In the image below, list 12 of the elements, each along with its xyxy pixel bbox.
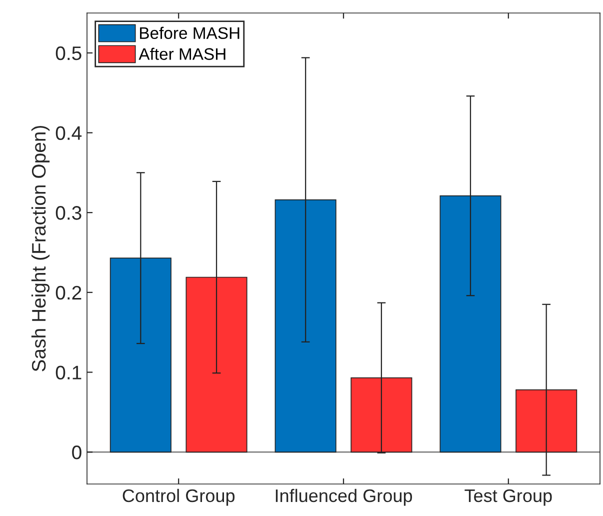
x-tick-label: Control Group	[122, 488, 235, 506]
y-axis-title: Sash Height (Fraction Open)	[31, 126, 50, 372]
y-tick-label: 0.2	[56, 286, 82, 300]
y-tick-label: 0.5	[56, 46, 82, 60]
legend-label: After MASH	[138, 48, 226, 60]
x-tick-label: Test Group	[464, 489, 552, 506]
legend-label: Before MASH	[140, 26, 240, 39]
y-tick-label: 0.1	[56, 366, 82, 380]
y-tick-label: 0	[72, 446, 82, 460]
x-tick-label: Influenced Group	[276, 488, 412, 506]
y-tick-label: 0.4	[56, 126, 82, 140]
y-tick-label: 0.3	[56, 206, 82, 220]
